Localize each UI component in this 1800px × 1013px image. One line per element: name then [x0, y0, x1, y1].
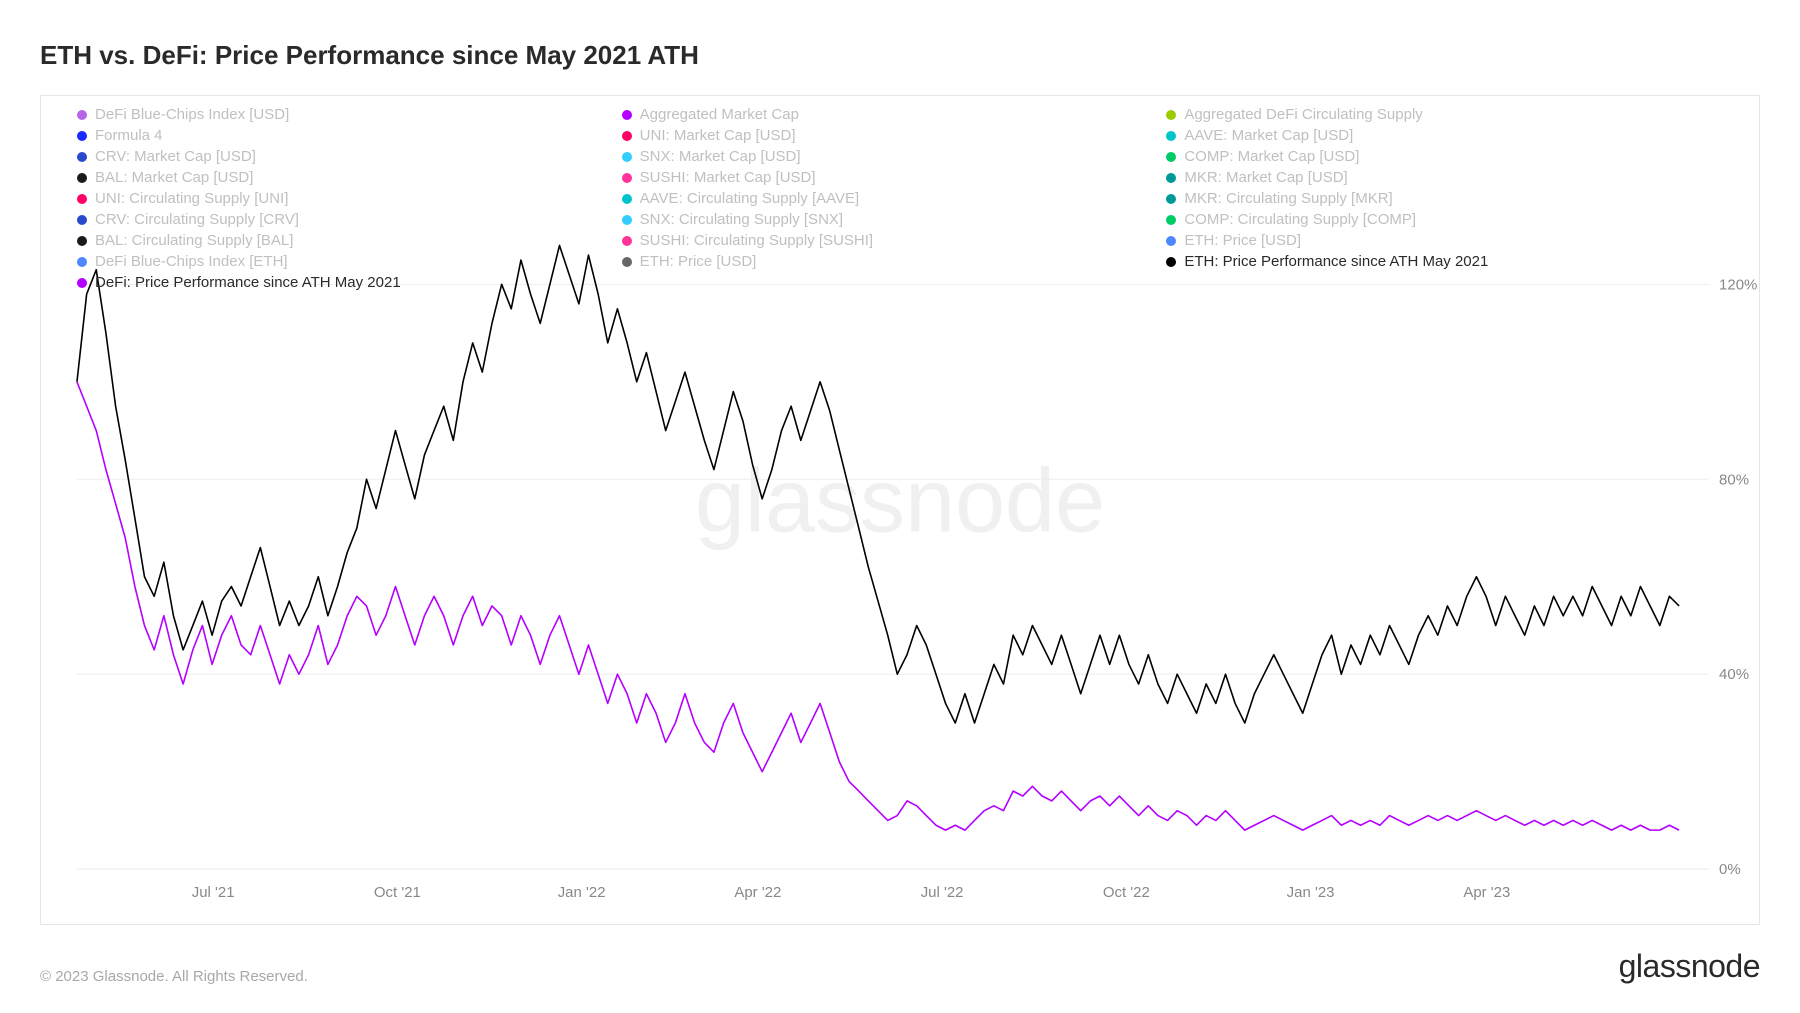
legend-item[interactable]: ETH: Price Performance since ATH May 202… [1166, 253, 1699, 270]
legend-swatch [622, 236, 632, 246]
legend-swatch [1166, 110, 1176, 120]
legend-swatch [1166, 215, 1176, 225]
x-tick-label: Oct '21 [374, 884, 421, 901]
legend-swatch [77, 110, 87, 120]
x-tick-label: Jan '23 [1287, 884, 1335, 901]
legend-label: AAVE: Circulating Supply [AAVE] [640, 190, 860, 207]
legend-swatch [77, 152, 87, 162]
legend-item[interactable]: MKR: Circulating Supply [MKR] [1166, 190, 1699, 207]
legend-swatch [77, 131, 87, 141]
legend-label: DeFi Blue-Chips Index [USD] [95, 106, 289, 123]
legend-label: ETH: Price [USD] [1184, 232, 1301, 249]
legend-label: UNI: Circulating Supply [UNI] [95, 190, 288, 207]
legend-item[interactable]: Aggregated Market Cap [622, 106, 1155, 123]
chart-title: ETH vs. DeFi: Price Performance since Ma… [40, 40, 1760, 71]
brand-logo: glassnode [1619, 948, 1760, 985]
legend-item[interactable]: ETH: Price [USD] [622, 253, 1155, 270]
legend-item[interactable]: DeFi Blue-Chips Index [ETH] [77, 253, 610, 270]
legend-label: MKR: Circulating Supply [MKR] [1184, 190, 1392, 207]
legend-item[interactable]: DeFi: Price Performance since ATH May 20… [77, 274, 610, 291]
legend-item[interactable]: Formula 4 [77, 127, 610, 144]
legend-swatch [1166, 194, 1176, 204]
legend-swatch [77, 257, 87, 267]
legend-item[interactable]: ETH: Price [USD] [1166, 232, 1699, 249]
legend-label: CRV: Market Cap [USD] [95, 148, 256, 165]
legend-item[interactable]: CRV: Market Cap [USD] [77, 148, 610, 165]
legend-swatch [77, 173, 87, 183]
legend-item[interactable]: COMP: Market Cap [USD] [1166, 148, 1699, 165]
y-tick-label: 80% [1719, 471, 1749, 488]
legend-label: SUSHI: Market Cap [USD] [640, 169, 816, 186]
legend-swatch [77, 194, 87, 204]
legend-item[interactable]: UNI: Market Cap [USD] [622, 127, 1155, 144]
legend-swatch [622, 215, 632, 225]
legend-item[interactable]: DeFi Blue-Chips Index [USD] [77, 106, 610, 123]
legend-swatch [1166, 257, 1176, 267]
legend-label: DeFi Blue-Chips Index [ETH] [95, 253, 288, 270]
legend-swatch [622, 194, 632, 204]
legend-label: ETH: Price Performance since ATH May 202… [1184, 253, 1488, 270]
legend-label: SUSHI: Circulating Supply [SUSHI] [640, 232, 873, 249]
legend-label: BAL: Circulating Supply [BAL] [95, 232, 293, 249]
legend-label: Formula 4 [95, 127, 163, 144]
x-tick-label: Jul '21 [192, 884, 235, 901]
y-tick-label: 40% [1719, 666, 1749, 683]
x-tick-label: Jan '22 [558, 884, 606, 901]
legend-label: COMP: Circulating Supply [COMP] [1184, 211, 1416, 228]
legend-label: Aggregated Market Cap [640, 106, 799, 123]
legend-swatch [1166, 173, 1176, 183]
legend-item[interactable]: SNX: Market Cap [USD] [622, 148, 1155, 165]
legend-label: Aggregated DeFi Circulating Supply [1184, 106, 1422, 123]
y-tick-label: 0% [1719, 861, 1741, 878]
legend-swatch [622, 173, 632, 183]
legend-swatch [622, 110, 632, 120]
legend-item[interactable]: MKR: Market Cap [USD] [1166, 169, 1699, 186]
x-tick-label: Apr '23 [1463, 884, 1510, 901]
legend-swatch [77, 278, 87, 288]
legend-item[interactable]: AAVE: Circulating Supply [AAVE] [622, 190, 1155, 207]
legend-label: DeFi: Price Performance since ATH May 20… [95, 274, 401, 291]
y-tick-label: 120% [1719, 276, 1757, 293]
legend-item[interactable]: COMP: Circulating Supply [COMP] [1166, 211, 1699, 228]
chart-container: ETH vs. DeFi: Price Performance since Ma… [0, 0, 1800, 1013]
x-tick-label: Oct '22 [1103, 884, 1150, 901]
legend-item[interactable]: UNI: Circulating Supply [UNI] [77, 190, 610, 207]
legend-swatch [622, 257, 632, 267]
series-line [77, 245, 1679, 723]
legend-swatch [622, 152, 632, 162]
legend-swatch [1166, 152, 1176, 162]
legend-label: CRV: Circulating Supply [CRV] [95, 211, 299, 228]
legend-item[interactable]: CRV: Circulating Supply [CRV] [77, 211, 610, 228]
series-line [77, 382, 1679, 830]
footer: © 2023 Glassnode. All Rights Reserved. g… [40, 948, 1760, 985]
legend-label: ETH: Price [USD] [640, 253, 757, 270]
legend-label: AAVE: Market Cap [USD] [1184, 127, 1353, 144]
legend-label: SNX: Market Cap [USD] [640, 148, 801, 165]
legend-swatch [77, 236, 87, 246]
chart-box: glassnode DeFi Blue-Chips Index [USD]Agg… [40, 95, 1760, 925]
legend-item[interactable]: SUSHI: Circulating Supply [SUSHI] [622, 232, 1155, 249]
legend-swatch [1166, 131, 1176, 141]
legend-item[interactable]: Aggregated DeFi Circulating Supply [1166, 106, 1699, 123]
legend-label: MKR: Market Cap [USD] [1184, 169, 1347, 186]
legend: DeFi Blue-Chips Index [USD] Aggregated Ma… [77, 106, 1699, 291]
legend-label: UNI: Market Cap [USD] [640, 127, 796, 144]
legend-item[interactable]: BAL: Market Cap [USD] [77, 169, 610, 186]
legend-label: BAL: Market Cap [USD] [95, 169, 253, 186]
legend-item[interactable]: SUSHI: Market Cap [USD] [622, 169, 1155, 186]
legend-swatch [1166, 236, 1176, 246]
x-tick-label: Jul '22 [921, 884, 964, 901]
legend-swatch [622, 131, 632, 141]
legend-label: SNX: Circulating Supply [SNX] [640, 211, 843, 228]
copyright-text: © 2023 Glassnode. All Rights Reserved. [40, 968, 308, 985]
legend-item[interactable]: BAL: Circulating Supply [BAL] [77, 232, 610, 249]
legend-label: COMP: Market Cap [USD] [1184, 148, 1359, 165]
legend-item[interactable]: SNX: Circulating Supply [SNX] [622, 211, 1155, 228]
legend-item[interactable]: AAVE: Market Cap [USD] [1166, 127, 1699, 144]
x-tick-label: Apr '22 [734, 884, 781, 901]
legend-swatch [77, 215, 87, 225]
